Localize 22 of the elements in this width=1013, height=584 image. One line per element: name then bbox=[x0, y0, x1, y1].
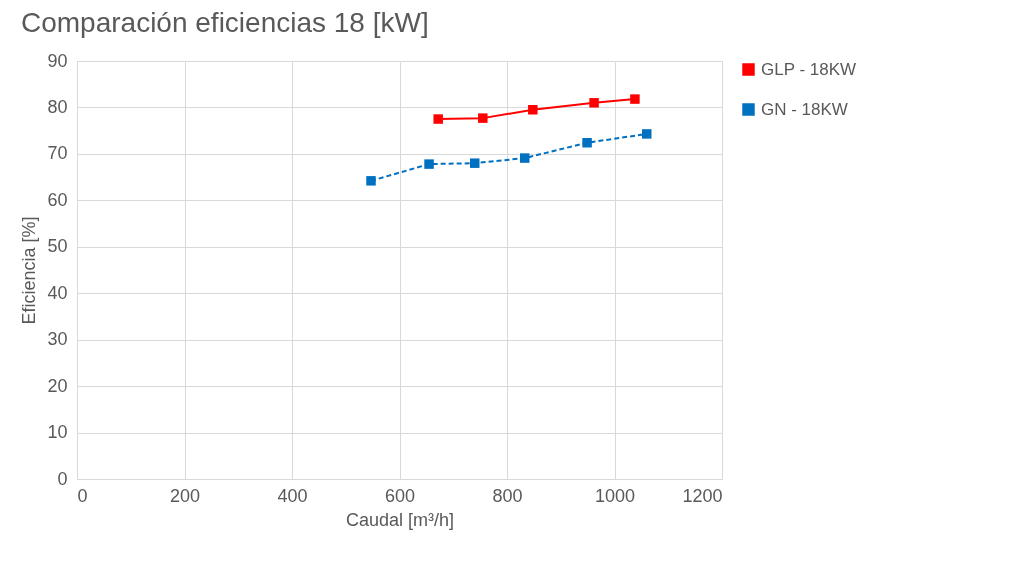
legend-label: GN - 18KW bbox=[761, 99, 848, 119]
x-tick-label: 600 bbox=[384, 485, 416, 506]
x-tick-label: 1000 bbox=[594, 485, 636, 506]
x-tick-label: 0 bbox=[77, 485, 88, 506]
y-tick-label: 50 bbox=[47, 236, 68, 257]
legend-label: GLP - 18KW bbox=[761, 59, 857, 79]
y-tick-label: 80 bbox=[47, 96, 68, 117]
x-tick-label: 800 bbox=[492, 485, 523, 506]
y-tick-label: 90 bbox=[47, 50, 68, 71]
x-tick-label: 200 bbox=[169, 485, 201, 506]
y-tick-label: 30 bbox=[47, 329, 68, 350]
x-tick-label: 1200 bbox=[682, 485, 723, 506]
y-axis-title: Eficiencia [%] bbox=[19, 216, 40, 325]
y-tick-label: 40 bbox=[47, 282, 68, 303]
chart-title: Comparación eficiencias 18 [kW] bbox=[20, 7, 429, 38]
y-tick-label: 20 bbox=[47, 375, 68, 396]
y-tick-label: 60 bbox=[47, 189, 68, 210]
x-axis-title: Caudal [m³/h] bbox=[345, 509, 455, 530]
y-tick-label: 70 bbox=[47, 143, 68, 164]
x-tick-label: 400 bbox=[277, 485, 308, 506]
y-tick-label: 10 bbox=[47, 422, 68, 443]
y-tick-label: 0 bbox=[57, 468, 68, 489]
